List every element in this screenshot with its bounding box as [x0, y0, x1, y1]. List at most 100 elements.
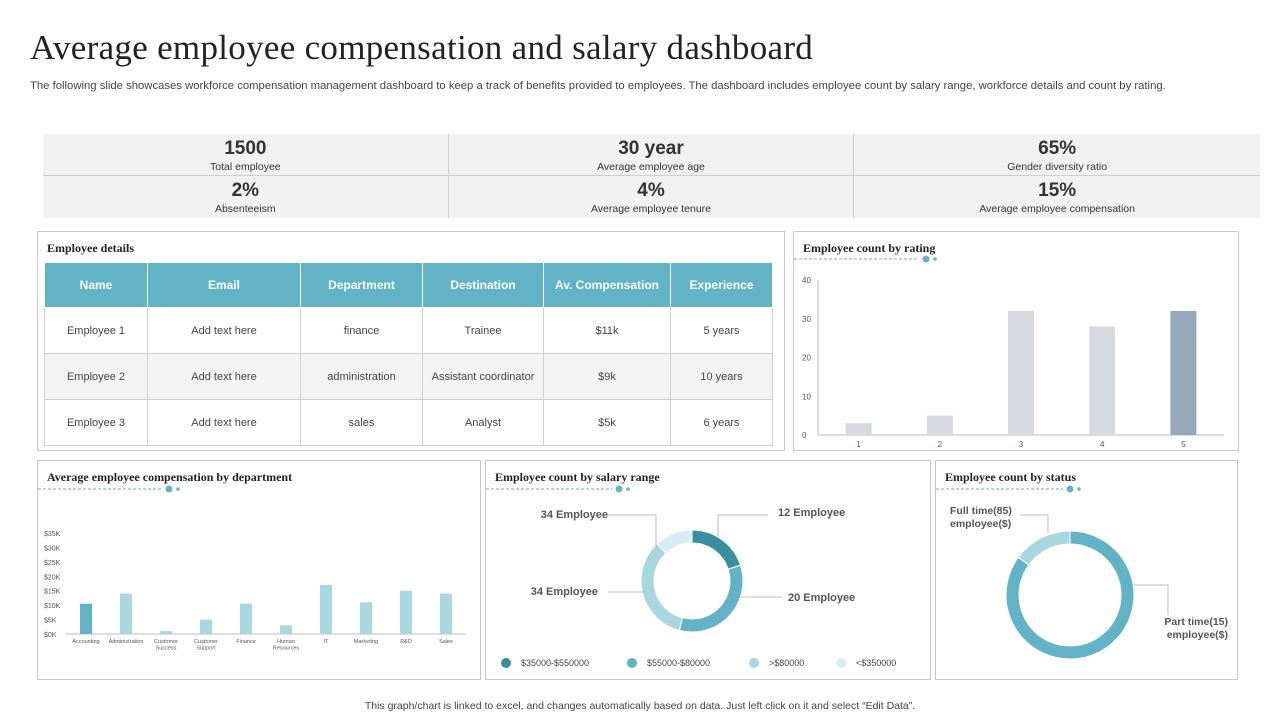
callout-label: 34 Employee [541, 509, 608, 521]
kpi-value: 1500 [224, 138, 267, 159]
kpi-average-age: 30 year Average employee age [448, 134, 855, 176]
bar [926, 415, 953, 435]
callout-label: employee($) [1167, 629, 1228, 641]
status-donut-chart: Full time(85)employee($)Part time(15)emp… [950, 505, 1228, 660]
kpi-value: 65% [1038, 138, 1077, 159]
callout-label: 12 Employee [778, 507, 845, 519]
kpi-grid: 1500 Total employee 30 year Average employ… [43, 134, 1260, 218]
column-header: Name [44, 262, 148, 308]
panel-title: Average employee compensation by departm… [47, 470, 293, 484]
column-header: Department [300, 262, 423, 308]
bar [200, 619, 212, 634]
table-cell: $11k [543, 307, 671, 354]
title-underline [936, 485, 1081, 493]
legend-marker [627, 658, 637, 668]
donut-slice [640, 543, 684, 632]
y-tick-label: $10K [44, 603, 61, 610]
x-tick-label: Finance [236, 639, 256, 645]
x-tick-label: 4 [1100, 440, 1105, 449]
table-row: Employee 2 Add text here administration … [44, 353, 773, 400]
kpi-label: Average employee age [597, 161, 705, 173]
legend-label: $35000-$550000 [521, 658, 589, 668]
kpi-absenteeism: 2% Absenteeism [43, 176, 449, 218]
kpi-average-tenure: 4% Average employee tenure [449, 176, 855, 218]
x-tick-label: Accounting [72, 639, 99, 645]
callout-line [1132, 584, 1169, 615]
x-tick-label: 5 [1181, 440, 1186, 449]
kpi-label: Gender diversity ratio [1007, 161, 1108, 173]
bar [360, 602, 372, 634]
table-header-row: Name Email Department Destination Av. Co… [44, 262, 773, 308]
y-tick-label: $25K [44, 560, 61, 567]
callout-label: Part time(15) [1164, 616, 1228, 628]
table-cell: 6 years [670, 399, 773, 446]
table-row: Employee 1 Add text here finance Trainee… [44, 307, 773, 354]
bar [120, 593, 132, 634]
legend-label: <$350000 [856, 658, 896, 668]
table-cell: Add text here [147, 353, 301, 400]
y-tick-label: $35K [44, 531, 61, 538]
y-tick-label: 30 [802, 315, 811, 324]
legend-label: $55000-$80000 [647, 658, 710, 668]
y-tick-label: $30K [44, 545, 61, 552]
column-header: Experience [670, 262, 773, 308]
table-cell: finance [300, 307, 423, 354]
x-tick-label: Human Resources [273, 639, 300, 652]
callout-line [608, 514, 657, 547]
kpi-average-compensation: 15% Average employee compensation [854, 176, 1260, 218]
table-row: Employee 3 Add text here sales Analyst $… [44, 399, 773, 446]
kpi-value: 15% [1038, 180, 1077, 201]
salary-donut-chart: 20 Employee 34 Employee 34 Employee 12 Empl… [501, 507, 896, 668]
callout-label: Full time(85) [950, 505, 1012, 517]
x-tick-label: Customer Success [154, 639, 178, 652]
rating-panel: Employee count by rating 0 10 20 30 40 1 2 3 4 5 [793, 231, 1239, 451]
panel-title: Employee count by status [945, 470, 1077, 484]
title-underline [486, 485, 630, 493]
x-tick-label: 2 [938, 440, 943, 449]
x-tick-label: Administration [109, 639, 144, 645]
x-tick-label: Customer Support [194, 639, 218, 652]
employee-details-panel: Employee details Name Email Department D… [37, 231, 785, 451]
kpi-total-employee: 1500 Total employee [43, 134, 449, 176]
y-tick-label: $15K [44, 589, 61, 596]
x-tick-label: IT [324, 639, 330, 645]
kpi-value: 4% [637, 180, 665, 201]
y-tick-label: $20K [44, 574, 61, 581]
bar [80, 603, 92, 634]
kpi-value: 2% [231, 180, 260, 201]
table-cell: Assistant coordinator [422, 353, 544, 400]
table-cell: Add text here [147, 399, 301, 446]
donut-slice [1017, 530, 1071, 566]
bar [1008, 311, 1034, 435]
donut-slice [656, 529, 693, 555]
x-tick-label: Sales [439, 639, 453, 645]
kpi-label: Average employee compensation [979, 203, 1135, 215]
salary-panel: Employee count by salary range 20 Employ… [485, 460, 931, 680]
x-tick-label: 1 [856, 440, 861, 449]
kpi-value: 30 year [618, 138, 684, 159]
table-cell: $9k [543, 353, 671, 400]
bar [160, 631, 172, 634]
callout-line [717, 514, 768, 537]
title-underline [38, 485, 180, 493]
column-header: Email [147, 262, 301, 308]
donut-slice [691, 529, 742, 570]
title-underline [794, 255, 937, 263]
y-tick-label: $5K [44, 618, 57, 625]
callout-label: 34 Employee [531, 586, 598, 598]
column-header: Av. Compensation [543, 262, 671, 308]
rating-bar-chart: 0 10 20 30 40 1 2 3 4 5 [802, 276, 1224, 449]
kpi-label: Absenteeism [214, 203, 276, 215]
table-cell: 5 years [670, 307, 773, 354]
kpi-label: Total employee [210, 161, 281, 173]
y-tick-label: $0K [44, 632, 57, 639]
table-cell: 10 years [670, 353, 773, 400]
table-cell: Employee 2 [44, 353, 148, 400]
table-cell: sales [300, 399, 423, 446]
table-cell: $5k [543, 399, 671, 446]
donut-slice [678, 564, 744, 633]
panel-title: Employee details [47, 241, 134, 255]
legend-marker [749, 658, 759, 668]
table-cell: Employee 1 [44, 307, 148, 354]
bar [1089, 326, 1116, 435]
